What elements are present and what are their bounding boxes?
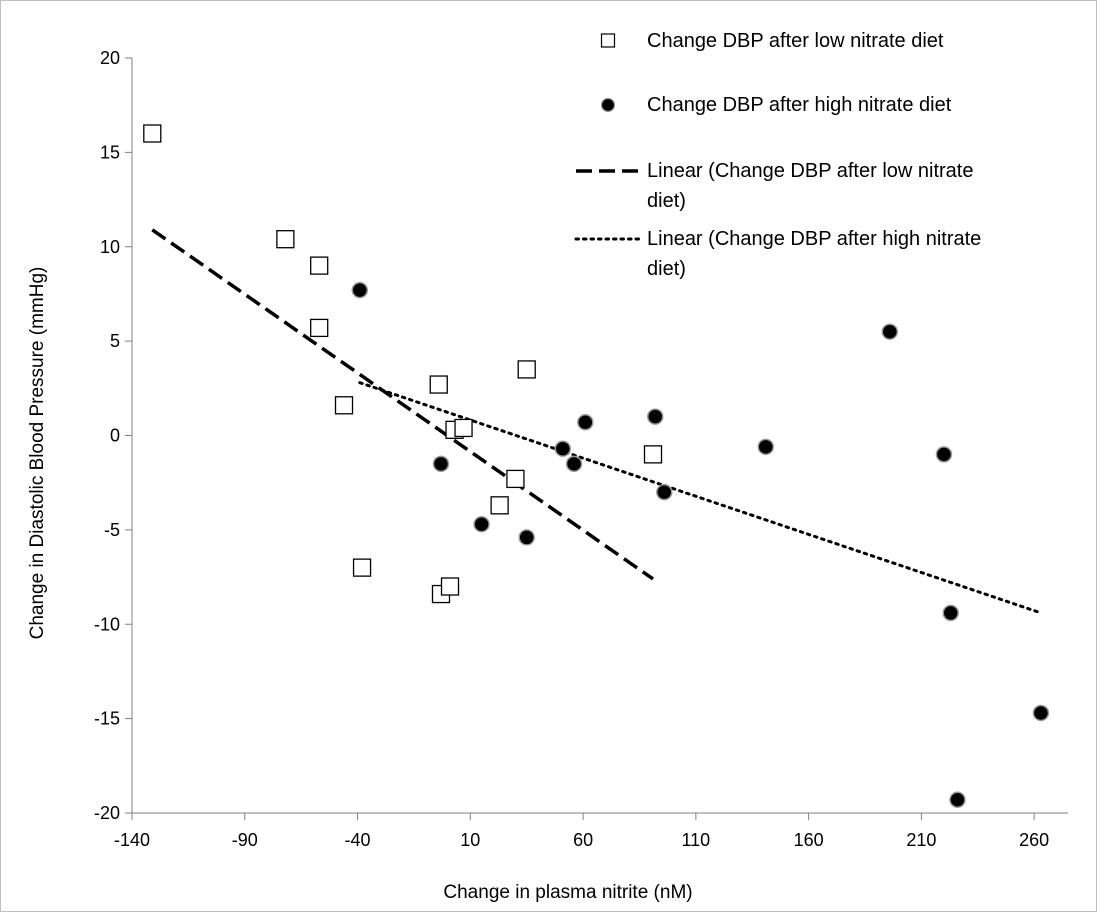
y-tick-label: 5 [110, 331, 120, 351]
legend-square-icon [600, 33, 616, 48]
x-axis-title: Change in plasma nitrite (nM) [443, 882, 692, 903]
legend-label: diet) [647, 258, 686, 280]
data-points [143, 124, 1050, 809]
point-low-nitrate [310, 256, 329, 275]
point-low-nitrate [440, 577, 460, 596]
legend-label: diet) [647, 190, 686, 212]
point-high-nitrate [656, 483, 673, 501]
point-high-nitrate [949, 791, 966, 809]
y-axis-title: Change in Diastolic Blood Pressure (mmHg… [27, 267, 48, 640]
y-tick-label: 0 [110, 426, 120, 446]
x-tick-label: 110 [682, 830, 711, 850]
legend: Change DBP after low nitrate diet Change … [574, 30, 981, 280]
y-tick-label: -5 [104, 520, 120, 540]
y-tick-label: 20 [100, 48, 120, 68]
point-high-nitrate [881, 323, 899, 340]
point-low-nitrate [334, 396, 354, 415]
y-tick-label: 15 [100, 142, 120, 162]
axes: -20 -15 -10 -5 0 5 10 15 20 -140 -90 -40 10 60 110 160 2… [94, 48, 1068, 850]
x-tick-label: 10 [460, 830, 480, 850]
point-low-nitrate [310, 318, 329, 338]
trendline-low-nitrate [151, 228, 655, 581]
point-high-nitrate [942, 604, 959, 622]
point-low-nitrate [276, 230, 295, 249]
point-low-nitrate [454, 418, 473, 438]
legend-label: Change DBP after low nitrate diet [647, 30, 944, 52]
point-low-nitrate [506, 469, 525, 489]
point-high-nitrate [565, 455, 583, 473]
x-tick-label: 160 [794, 830, 824, 850]
point-low-nitrate [143, 124, 162, 143]
point-low-nitrate [490, 496, 509, 515]
point-high-nitrate [647, 408, 664, 425]
point-low-nitrate [352, 558, 372, 577]
point-high-nitrate [577, 414, 594, 431]
x-tick-label: 210 [906, 830, 936, 850]
point-high-nitrate [1032, 704, 1050, 722]
point-high-nitrate [351, 281, 369, 299]
point-high-nitrate [518, 529, 535, 546]
y-tick-label: -20 [94, 803, 120, 823]
legend-circle-icon [600, 97, 616, 113]
legend-label: Change DBP after high nitrate diet [647, 94, 952, 116]
trendline-high-nitrate [358, 381, 1043, 615]
x-tick-label: -90 [232, 830, 258, 850]
y-tick-label: -15 [94, 709, 120, 729]
x-tick-label: -40 [345, 830, 371, 850]
point-high-nitrate [554, 440, 572, 457]
point-low-nitrate [517, 360, 536, 379]
point-high-nitrate [935, 446, 953, 463]
point-low-nitrate [643, 445, 663, 464]
legend-label: Linear (Change DBP after low nitrate [647, 160, 973, 182]
point-low-nitrate [429, 375, 448, 394]
point-high-nitrate [432, 455, 450, 473]
x-tick-label: -140 [114, 830, 150, 850]
y-tick-label: -10 [94, 614, 120, 634]
y-tick-label: 10 [100, 237, 120, 257]
point-high-nitrate [473, 515, 490, 533]
legend-label: Linear (Change DBP after high nitrate [647, 228, 981, 250]
point-high-nitrate [757, 438, 775, 456]
x-tick-label: 260 [1019, 830, 1049, 850]
trendlines [151, 228, 1043, 615]
x-tick-label: 60 [573, 830, 593, 850]
